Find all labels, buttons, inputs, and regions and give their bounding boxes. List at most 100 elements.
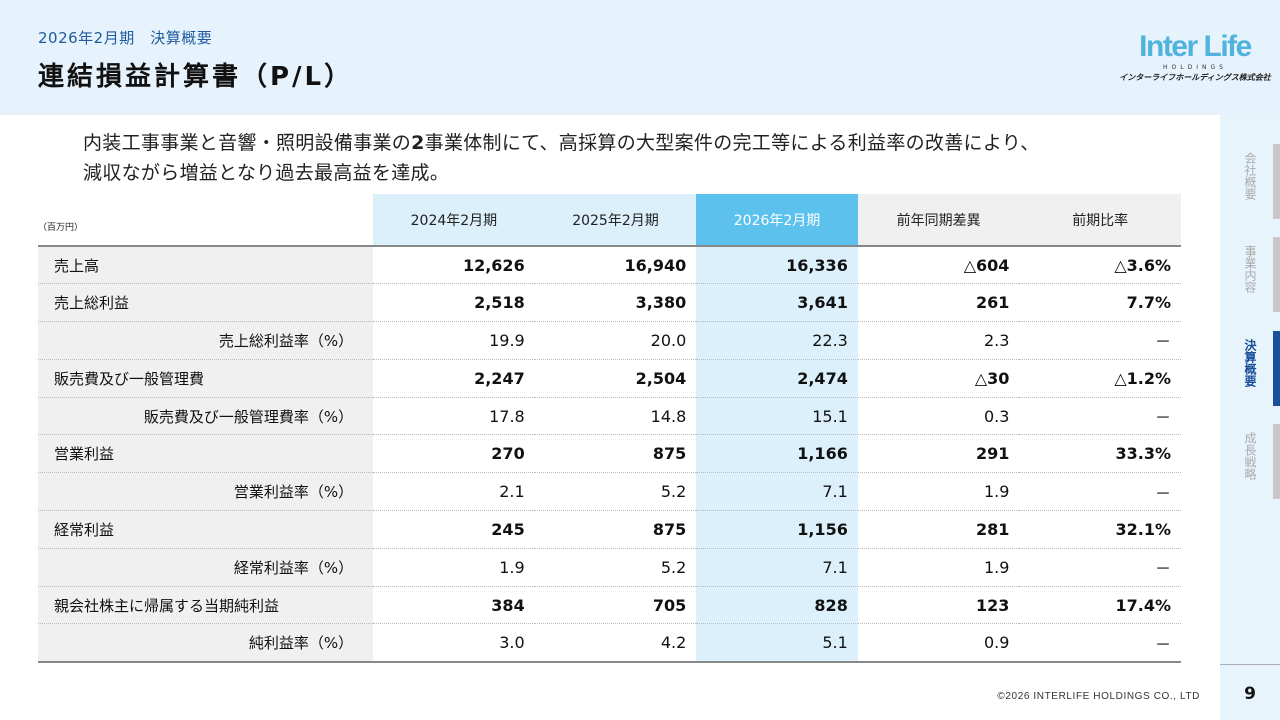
table-cell: 281 bbox=[857, 510, 1020, 549]
table-cell: 2.3 bbox=[857, 321, 1020, 360]
nav-item-3[interactable]: 決算概要 bbox=[1220, 331, 1280, 406]
table-row: 販売費及び一般管理費 2,247 2,504 2,474 △30 △1.2% bbox=[38, 359, 1181, 398]
column-header: 前期比率 bbox=[1019, 194, 1181, 247]
table-cell: 5.2 bbox=[534, 472, 697, 512]
table-cell: 7.7% bbox=[1019, 283, 1181, 323]
sidebar-divider bbox=[1220, 664, 1280, 665]
table-cell: － bbox=[1019, 623, 1181, 663]
unit-label: （百万円） bbox=[38, 194, 374, 247]
row-label: 経常利益率（%） bbox=[38, 548, 374, 587]
column-header-current: 2026年2月期 bbox=[696, 194, 858, 247]
nav-item-4[interactable]: 成長戦略 bbox=[1220, 424, 1280, 499]
sidebar-footer bbox=[1220, 665, 1280, 720]
nav-item-label: 会社概要 bbox=[1243, 152, 1257, 200]
row-label: 営業利益 bbox=[38, 434, 374, 474]
table-cell: 2,474 bbox=[696, 359, 858, 398]
table-cell: 705 bbox=[534, 586, 697, 625]
table-cell: 32.1% bbox=[1019, 510, 1181, 549]
table-cell: 15.1 bbox=[696, 397, 858, 436]
nav-item-label: 決算概要 bbox=[1243, 339, 1257, 387]
table-cell: 17.4% bbox=[1019, 586, 1181, 625]
table-cell: 1.9 bbox=[373, 548, 535, 587]
table-cell: 2,504 bbox=[534, 359, 697, 398]
section-nav: 会社概要事業内容決算概要成長戦略 bbox=[1220, 115, 1280, 664]
table-cell: 2,518 bbox=[373, 283, 535, 323]
nav-item-label: 事業内容 bbox=[1243, 245, 1257, 293]
lead-text: 内装工事事業と音響・照明設備事業の2事業体制にて、高採算の大型案件の完工等による… bbox=[83, 128, 1213, 188]
table-header-row: （百万円） 2024年2月期 2025年2月期 2026年2月期 前年同期差異 … bbox=[38, 194, 1181, 247]
nav-indicator bbox=[1273, 237, 1280, 312]
table-cell: 5.1 bbox=[696, 623, 858, 663]
table-cell: 5.2 bbox=[534, 548, 697, 587]
table-row: 売上総利益 2,518 3,380 3,641 261 7.7% bbox=[38, 283, 1181, 323]
table-cell: 7.1 bbox=[696, 472, 858, 512]
table-cell: 0.3 bbox=[857, 397, 1020, 436]
header-band: 2026年2月期 決算概要 連結損益計算書（P/L） Inter Life HO… bbox=[0, 0, 1280, 115]
row-label: 販売費及び一般管理費 bbox=[38, 359, 374, 398]
page-title: 連結損益計算書（P/L） bbox=[38, 62, 354, 92]
table-cell: △30 bbox=[857, 359, 1020, 398]
table-cell: 16,940 bbox=[534, 246, 697, 285]
table-cell: 17.8 bbox=[373, 397, 535, 436]
table-cell: △3.6% bbox=[1019, 246, 1181, 285]
table-row: 純利益率（%） 3.0 4.2 5.1 0.9 － bbox=[38, 623, 1181, 663]
table-row: 経常利益 245 875 1,156 281 32.1% bbox=[38, 510, 1181, 549]
table-cell: － bbox=[1019, 321, 1181, 360]
nav-indicator bbox=[1273, 424, 1280, 499]
row-label: 親会社株主に帰属する当期純利益 bbox=[38, 586, 374, 625]
table-row: 販売費及び一般管理費率（%） 17.8 14.8 15.1 0.3 － bbox=[38, 397, 1181, 436]
table-cell: 2.1 bbox=[373, 472, 535, 512]
nav-indicator bbox=[1273, 144, 1280, 219]
table-cell: 1,156 bbox=[696, 510, 858, 549]
page-number: 9 bbox=[1244, 684, 1256, 704]
nav-indicator bbox=[1273, 331, 1280, 406]
table-cell: 14.8 bbox=[534, 397, 697, 436]
table-cell: 7.1 bbox=[696, 548, 858, 587]
row-label: 売上高 bbox=[38, 246, 374, 285]
lead-text-part: 内装工事事業と音響・照明設備事業の bbox=[83, 132, 412, 154]
table-cell: 0.9 bbox=[857, 623, 1020, 663]
row-label: 営業利益率（%） bbox=[38, 472, 374, 512]
table-cell: 3,641 bbox=[696, 283, 858, 323]
column-header: 2024年2月期 bbox=[373, 194, 535, 247]
table-cell: 20.0 bbox=[534, 321, 697, 360]
table-cell: 1.9 bbox=[857, 548, 1020, 587]
table-cell: 16,336 bbox=[696, 246, 858, 285]
logo-sub: HOLDINGS bbox=[1163, 64, 1227, 71]
column-header: 前年同期差異 bbox=[857, 194, 1020, 247]
nav-item-1[interactable]: 会社概要 bbox=[1220, 144, 1280, 219]
table-row: 営業利益 270 875 1,166 291 33.3% bbox=[38, 434, 1181, 474]
pl-table: （百万円） 2024年2月期 2025年2月期 2026年2月期 前年同期差異 … bbox=[38, 194, 1181, 663]
table-cell: 291 bbox=[857, 434, 1020, 474]
table-row: 経常利益率（%） 1.9 5.2 7.1 1.9 － bbox=[38, 548, 1181, 587]
table-cell: － bbox=[1019, 397, 1181, 436]
row-label: 販売費及び一般管理費率（%） bbox=[38, 397, 374, 436]
table-cell: 123 bbox=[857, 586, 1020, 625]
table-cell: 270 bbox=[373, 434, 535, 474]
lead-text-part: 事業体制にて、高採算の大型案件の完工等による利益率の改善により、 bbox=[424, 132, 1040, 154]
copyright: ©2026 INTERLIFE HOLDINGS CO., LTD bbox=[997, 691, 1200, 702]
table-row: 売上総利益率（%） 19.9 20.0 22.3 2.3 － bbox=[38, 321, 1181, 360]
nav-item-label: 成長戦略 bbox=[1243, 432, 1257, 480]
table-cell: 4.2 bbox=[534, 623, 697, 663]
table-cell: 2,247 bbox=[373, 359, 535, 398]
section-subtitle: 2026年2月期 決算概要 bbox=[38, 29, 213, 47]
row-label: 純利益率（%） bbox=[38, 623, 374, 663]
table-cell: 875 bbox=[534, 510, 697, 549]
table-cell: － bbox=[1019, 548, 1181, 587]
column-header: 2025年2月期 bbox=[534, 194, 697, 247]
logo-kana: インターライフホールディングス株式会社 bbox=[1119, 73, 1271, 82]
table-cell: 33.3% bbox=[1019, 434, 1181, 474]
table-row: 営業利益率（%） 2.1 5.2 7.1 1.9 － bbox=[38, 472, 1181, 512]
table-cell: 875 bbox=[534, 434, 697, 474]
table-cell: 1.9 bbox=[857, 472, 1020, 512]
row-label: 売上総利益率（%） bbox=[38, 321, 374, 360]
table-cell: 245 bbox=[373, 510, 535, 549]
table-cell: 3.0 bbox=[373, 623, 535, 663]
nav-item-2[interactable]: 事業内容 bbox=[1220, 237, 1280, 312]
table-cell: △604 bbox=[857, 246, 1020, 285]
lead-text-bold: 2 bbox=[411, 132, 425, 154]
table-row: 親会社株主に帰属する当期純利益 384 705 828 123 17.4% bbox=[38, 586, 1181, 625]
lead-text-line2: 減収ながら増益となり過去最高益を達成。 bbox=[83, 162, 450, 184]
table-cell: 1,166 bbox=[696, 434, 858, 474]
